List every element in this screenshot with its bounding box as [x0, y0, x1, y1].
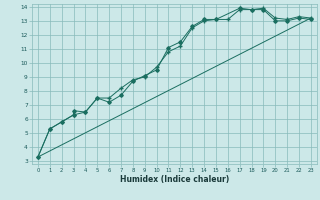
X-axis label: Humidex (Indice chaleur): Humidex (Indice chaleur) — [120, 175, 229, 184]
